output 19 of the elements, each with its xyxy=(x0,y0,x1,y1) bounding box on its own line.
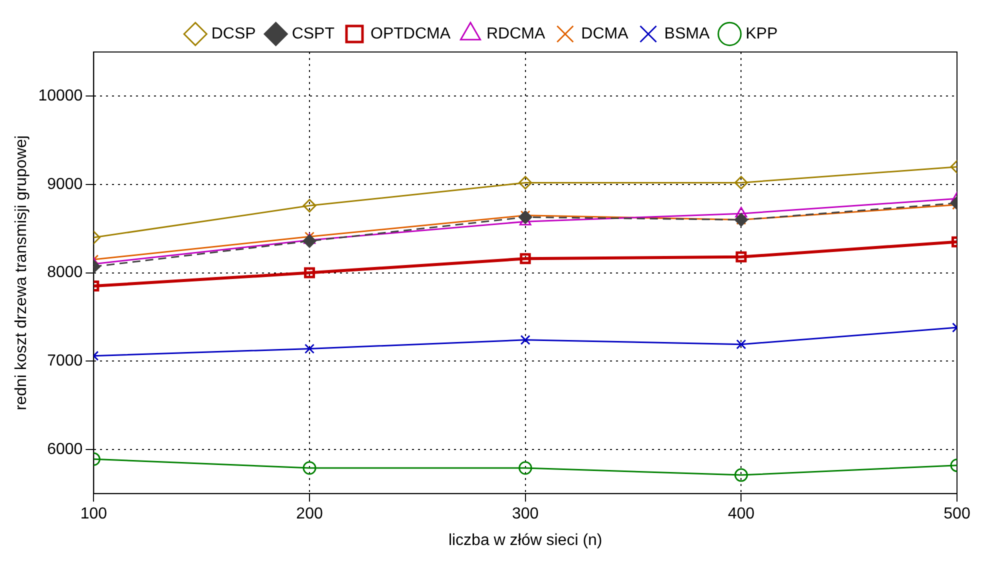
x-axis-title: liczba w złów sieci (n) xyxy=(448,532,602,549)
y-tick-label: 10000 xyxy=(38,88,83,105)
x-tick-label: 300 xyxy=(512,506,539,523)
legend-label: BSMA xyxy=(664,25,710,42)
legend-label: DCMA xyxy=(581,25,629,42)
x-tick-label: 400 xyxy=(728,506,755,523)
y-tick-label: 7000 xyxy=(47,352,83,370)
legend-label: DCSP xyxy=(211,25,256,42)
legend-label: OPTDCMA xyxy=(370,25,451,42)
y-tick-label: 6000 xyxy=(47,440,83,458)
legend-label: RDCMA xyxy=(486,25,546,42)
y-tick-label: 8000 xyxy=(47,264,83,282)
x-tick-label: 500 xyxy=(944,506,970,523)
y-tick-label: 9000 xyxy=(47,176,83,193)
legend-label: KPP xyxy=(746,25,778,42)
y-axis-title: redni koszt drzewa transmisji grupowej xyxy=(13,135,30,410)
x-tick-label: 100 xyxy=(80,506,108,523)
x-tick-label: 200 xyxy=(296,506,323,523)
legend-label: CSPT xyxy=(292,25,335,42)
